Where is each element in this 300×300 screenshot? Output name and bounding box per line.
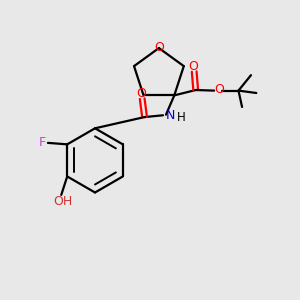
Text: OH: OH [53, 195, 72, 208]
Text: H: H [176, 111, 185, 124]
Text: O: O [189, 60, 199, 73]
Text: F: F [39, 136, 46, 149]
Text: O: O [137, 87, 146, 100]
Text: O: O [214, 82, 224, 96]
Text: O: O [154, 41, 164, 54]
Text: N: N [165, 109, 175, 122]
